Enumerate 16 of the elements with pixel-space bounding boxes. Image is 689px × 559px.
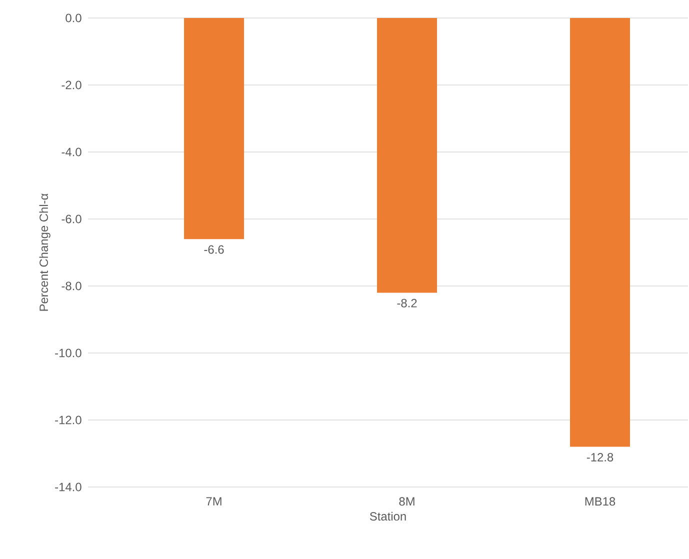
- y-tick-label: -6.0: [62, 214, 82, 224]
- y-tick-label: -10.0: [55, 348, 82, 358]
- x-tick-label: 7M: [206, 497, 222, 506]
- x-axis-title: Station: [370, 512, 406, 521]
- data-label: -8.2: [397, 298, 417, 308]
- x-tick-label: 8M: [399, 497, 414, 506]
- y-tick-label: -2.0: [62, 80, 82, 90]
- data-label: -6.6: [204, 245, 224, 254]
- x-tick-label: MB18: [585, 497, 616, 506]
- y-tick-label: -14.0: [55, 482, 82, 492]
- y-tick-label: 0.0: [66, 14, 82, 22]
- data-label: -12.8: [586, 453, 614, 462]
- y-tick-label: -4.0: [62, 148, 82, 156]
- y-tick-label: -8.0: [62, 282, 82, 290]
- y-tick-label: -12.0: [55, 416, 82, 424]
- y-axis-title: Percent Change Chl-α: [39, 194, 50, 311]
